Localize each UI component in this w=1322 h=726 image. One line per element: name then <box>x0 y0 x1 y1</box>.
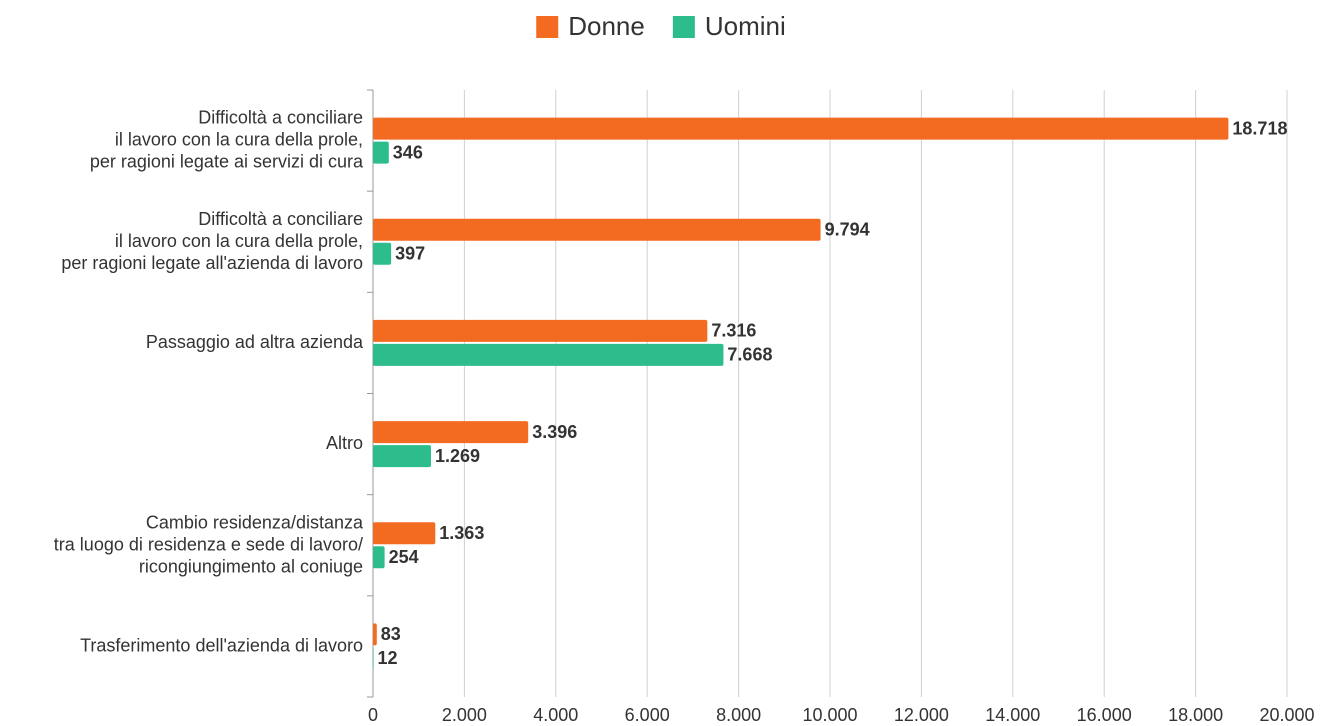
bar <box>373 546 385 569</box>
bar <box>373 141 389 164</box>
bar <box>373 117 1229 140</box>
bar <box>373 421 529 444</box>
x-tick-label: 2.000 <box>442 705 487 725</box>
x-tick-label: 18.000 <box>1168 705 1223 725</box>
data-label: 18.718 <box>1232 118 1287 138</box>
y-tick-line: tra luogo di residenza e sede di lavoro/ <box>54 534 363 554</box>
x-tick-label: 0 <box>368 705 378 725</box>
y-tick-line: Passaggio ad altra azienda <box>146 332 364 352</box>
y-tick-line: il lavoro con la cura della prole, <box>115 231 363 251</box>
data-label: 1.269 <box>435 446 480 466</box>
data-label: 12 <box>378 648 398 668</box>
y-tick-label: Trasferimento dell'azienda di lavoro <box>80 635 363 655</box>
y-tick-label: Cambio residenza/distanza tra luogo di re… <box>54 512 364 576</box>
data-label: 254 <box>389 547 419 567</box>
x-tick-label: 4.000 <box>533 705 578 725</box>
data-label: 7.668 <box>727 345 772 365</box>
x-tick-label: 6.000 <box>625 705 670 725</box>
x-tick-label: 12.000 <box>894 705 949 725</box>
y-tick-line: ricongiungimento al coniuge <box>139 556 363 576</box>
bar <box>373 343 724 366</box>
legend-swatch <box>672 16 695 38</box>
data-label: 1.363 <box>439 523 484 543</box>
y-tick-line: per ragioni legate ai servizi di cura <box>90 151 364 171</box>
x-tick-label: 14.000 <box>985 705 1040 725</box>
y-tick-label: Passaggio ad altra azienda <box>146 332 364 352</box>
y-tick-line: Difficoltà a conciliare <box>198 209 363 229</box>
bar <box>373 647 374 670</box>
bar <box>373 242 392 265</box>
y-tick-line: Cambio residenza/distanza <box>146 512 364 532</box>
x-tick-label: 8.000 <box>716 705 761 725</box>
y-tick-line: il lavoro con la cura della prole, <box>115 129 363 149</box>
y-tick-label: Altro <box>326 433 363 453</box>
y-tick-line: per ragioni legate all'azienda di lavoro <box>61 253 363 273</box>
y-tick-line: Difficoltà a conciliare <box>198 107 363 127</box>
legend-label: Uomini <box>705 11 786 41</box>
x-tick-label: 20.000 <box>1259 705 1314 725</box>
data-label: 9.794 <box>825 220 870 240</box>
x-tick-label: 16.000 <box>1077 705 1132 725</box>
bar <box>373 522 436 545</box>
y-tick-line: Trasferimento dell'azienda di lavoro <box>80 635 363 655</box>
bar <box>373 623 377 646</box>
y-tick-label: Difficoltà a conciliare il lavoro con la … <box>90 107 364 171</box>
y-tick-line: Altro <box>326 433 363 453</box>
y-tick-label: Difficoltà a conciliare il lavoro con la … <box>61 209 363 273</box>
data-label: 7.316 <box>711 321 756 341</box>
legend-label: Donne <box>568 11 645 41</box>
data-label: 83 <box>381 624 401 644</box>
x-tick-label: 10.000 <box>802 705 857 725</box>
legend-swatch <box>536 16 559 38</box>
data-label: 346 <box>393 142 423 162</box>
bar <box>373 445 431 468</box>
data-label: 3.396 <box>532 422 577 442</box>
bar <box>373 319 708 342</box>
data-label: 397 <box>395 244 425 264</box>
bar <box>373 218 821 241</box>
